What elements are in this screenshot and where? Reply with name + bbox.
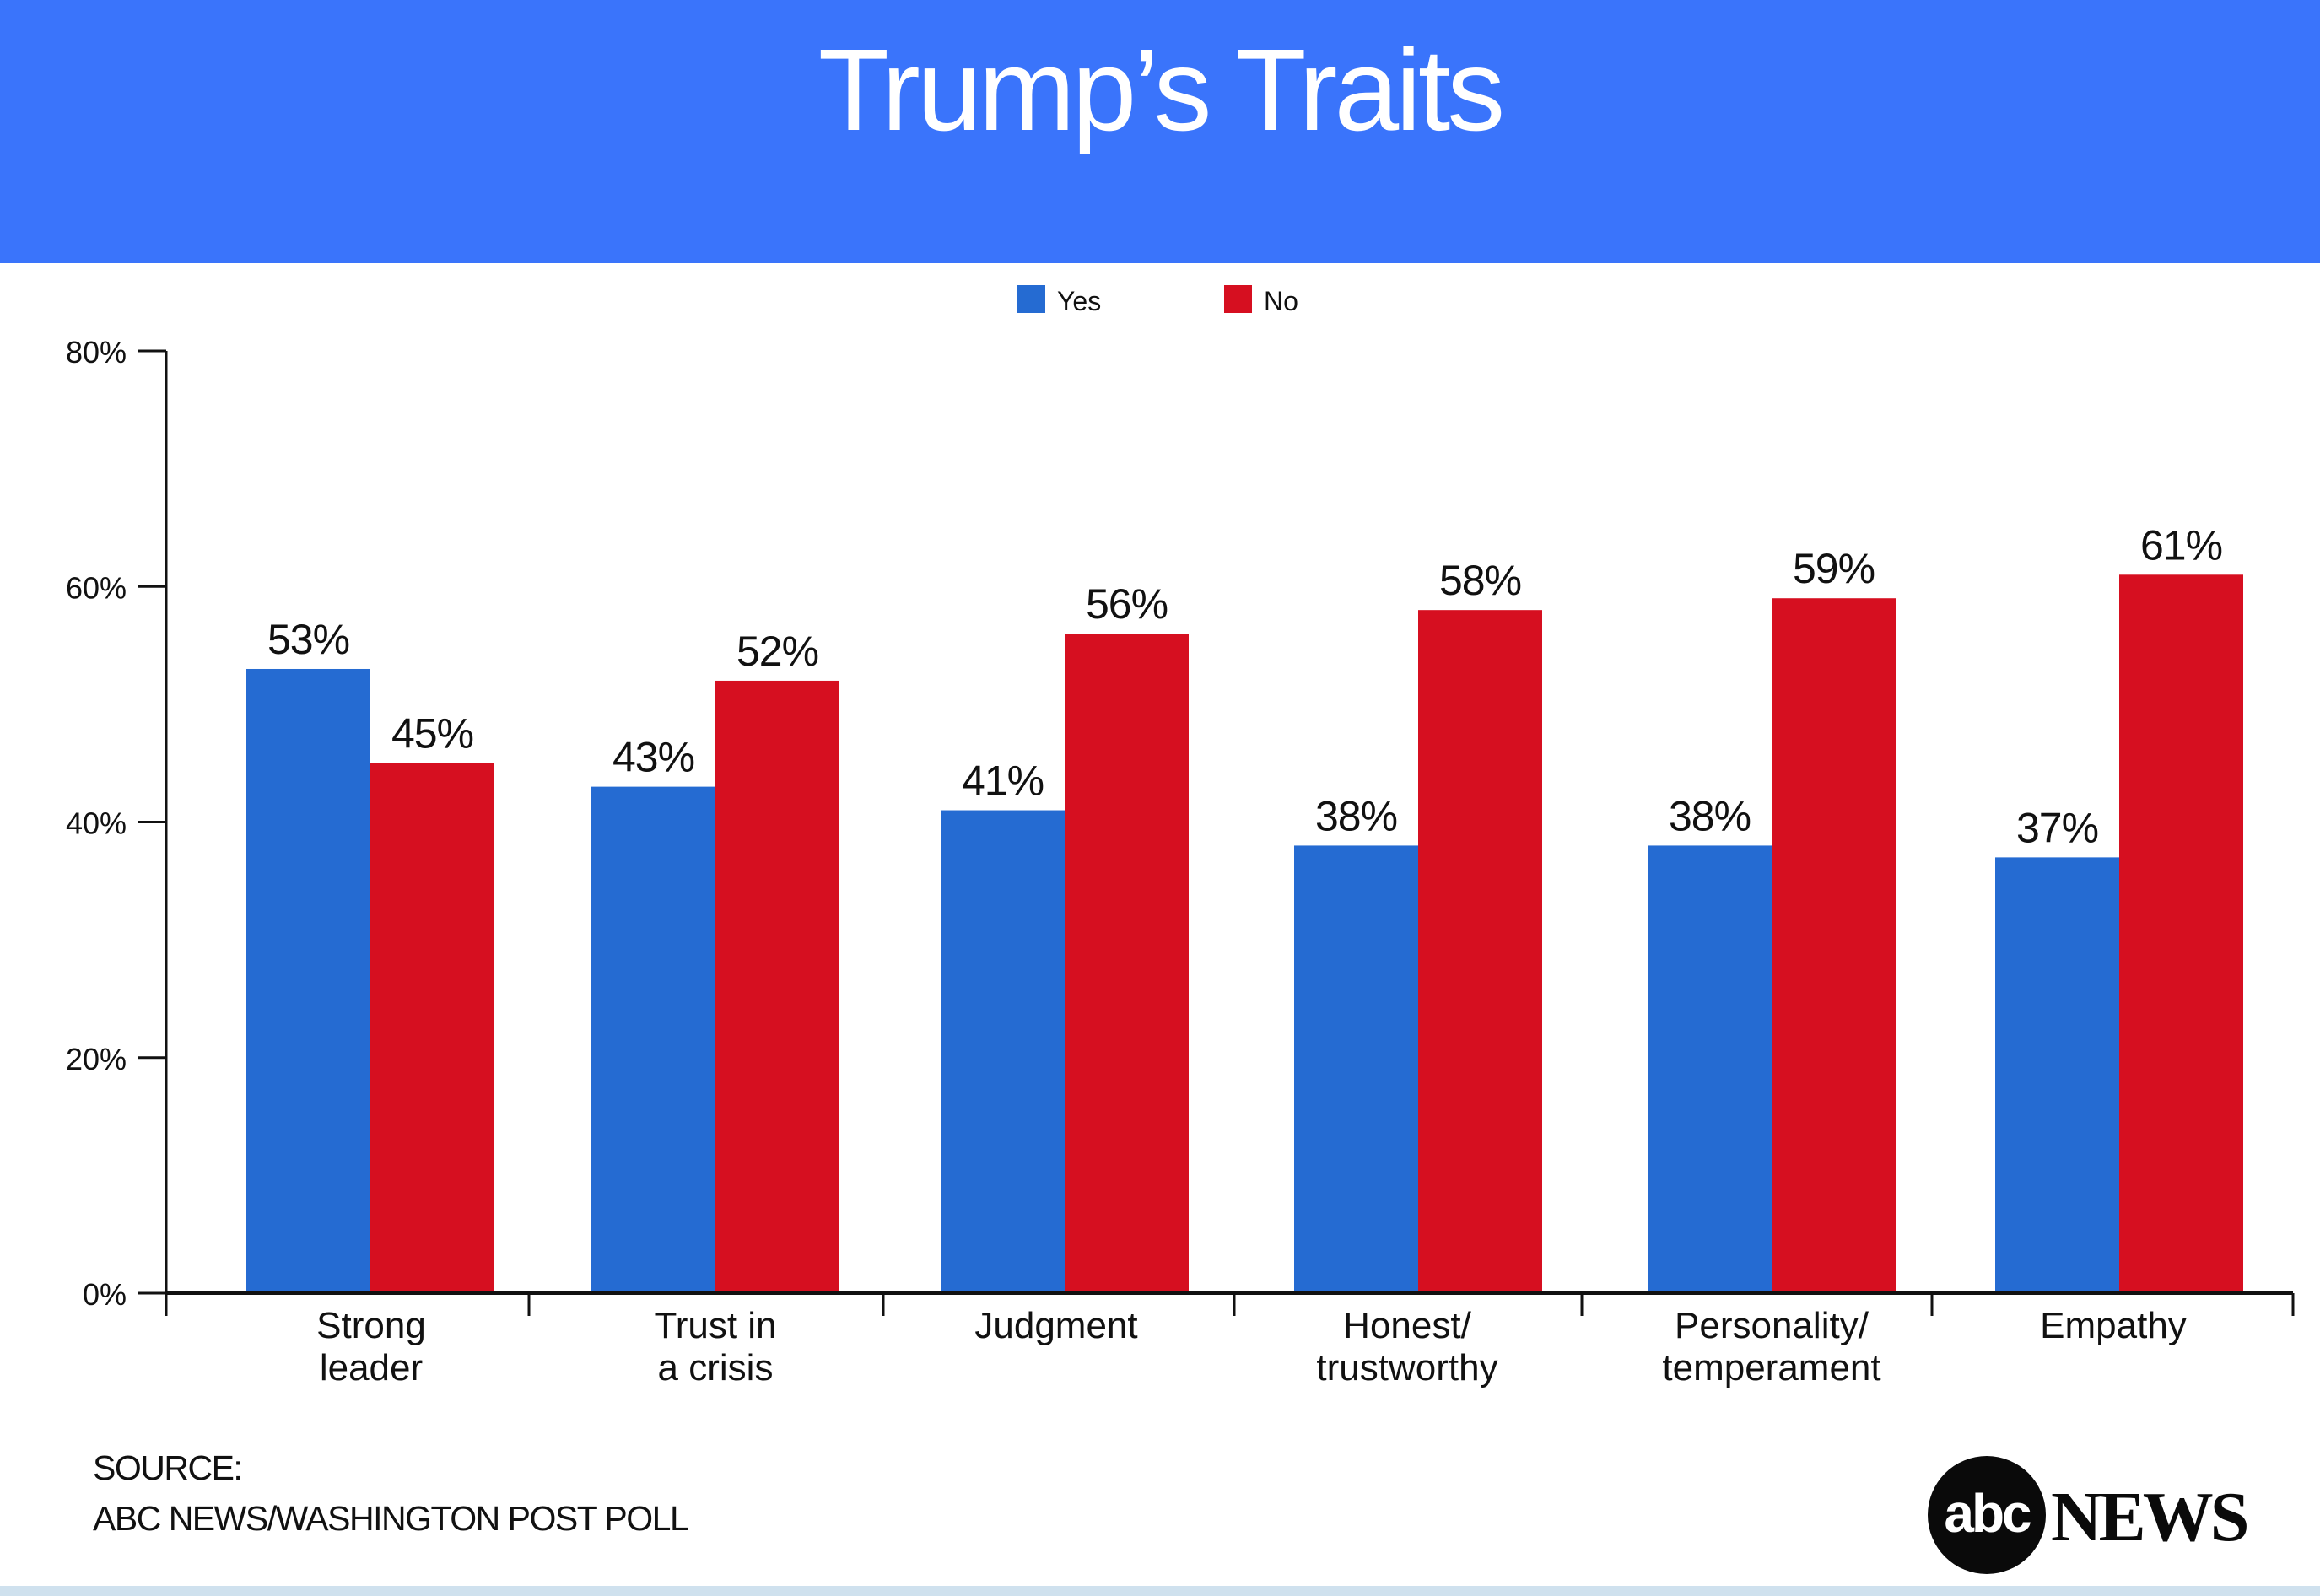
legend-label-no: No: [1264, 286, 1298, 316]
x-tick-label: trustworthy: [1316, 1347, 1497, 1388]
x-tick-label: Personality/: [1675, 1305, 1869, 1346]
y-tick-label: 60%: [66, 570, 127, 605]
bar-no: [370, 763, 494, 1293]
x-tick-label: Judgment: [974, 1305, 1137, 1346]
x-tick-label: a crisis: [658, 1347, 774, 1388]
bar-yes: [246, 668, 370, 1293]
source-note: SOURCE: ABC NEWS/WASHINGTON POST POLL: [93, 1442, 689, 1544]
legend-swatch-no: [1224, 285, 1252, 313]
bar-yes: [591, 786, 715, 1293]
legend-swatch-yes: [1017, 285, 1045, 313]
data-label-no: 58%: [1439, 557, 1521, 604]
x-tick-label: Empathy: [2040, 1305, 2187, 1346]
y-tick-label: 80%: [66, 335, 127, 369]
abc-news-logo: abc NEWS: [1928, 1456, 2251, 1574]
source-text: ABC NEWS/WASHINGTON POST POLL: [93, 1499, 689, 1538]
x-tick-label: Trust in: [654, 1305, 776, 1346]
data-label-no: 56%: [1086, 580, 1168, 628]
data-label-no: 52%: [736, 628, 818, 675]
x-tick-label: Honest/: [1343, 1305, 1471, 1346]
bottom-strip: [0, 1586, 2320, 1596]
bar-no: [715, 680, 839, 1293]
y-tick-label: 0%: [83, 1277, 127, 1312]
bar-yes: [1995, 857, 2119, 1293]
bar-yes: [1648, 845, 1772, 1293]
bar-no: [1065, 634, 1189, 1293]
abc-logo-text: abc: [1944, 1483, 2031, 1544]
data-label-yes: 53%: [267, 616, 349, 663]
abc-logo-circle: [1928, 1456, 2046, 1574]
chart-title: Trump’s Traits: [817, 25, 1505, 155]
data-label-no: 59%: [1793, 545, 1875, 592]
source-label: SOURCE:: [93, 1448, 243, 1487]
bar-no: [2119, 574, 2243, 1293]
header-banner: Trump’s Traits: [0, 0, 2320, 263]
data-label-yes: 43%: [612, 734, 694, 781]
bar-no: [1418, 610, 1542, 1293]
data-label-no: 45%: [391, 710, 473, 758]
data-label-yes: 38%: [1315, 792, 1397, 839]
x-tick-label: temperament: [1662, 1347, 1880, 1388]
x-tick-label: leader: [320, 1347, 423, 1388]
bar-no: [1772, 598, 1896, 1293]
bar-yes: [941, 810, 1065, 1293]
news-logo-text: NEWS: [2051, 1478, 2247, 1556]
y-tick-label: 20%: [66, 1042, 127, 1076]
legend-label-yes: Yes: [1057, 286, 1101, 316]
bar-chart: 0% 20% 40% 60% 80% 53% 43% 41% 38% 38% 37% 45% 52% 56…: [66, 285, 2295, 1388]
y-tick-label: 40%: [66, 806, 127, 841]
data-label-no: 61%: [2140, 521, 2222, 569]
x-tick-label: Strong: [316, 1305, 426, 1346]
data-label-yes: 37%: [2016, 804, 2098, 851]
bar-yes: [1294, 845, 1418, 1293]
data-label-yes: 38%: [1669, 792, 1751, 839]
data-label-yes: 41%: [962, 758, 1044, 805]
